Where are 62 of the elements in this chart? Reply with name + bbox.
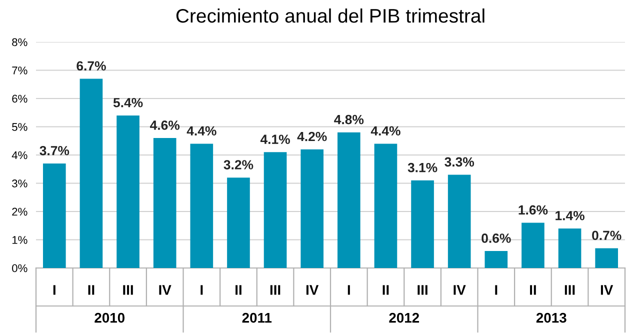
data-label: 4.4% <box>370 126 400 136</box>
bar <box>411 180 434 268</box>
bar <box>80 78 103 268</box>
data-label: 1.6% <box>518 205 548 215</box>
y-tick-label: 1% <box>12 236 28 244</box>
y-tick-label: 6% <box>12 94 28 103</box>
x-tick-label: II <box>236 285 242 295</box>
bar <box>116 115 140 268</box>
y-tick-label: 8% <box>12 38 28 46</box>
bar <box>153 138 176 268</box>
y-tick-label: 3% <box>12 180 28 188</box>
data-label: 4.2% <box>297 132 327 142</box>
x-tick-label: I <box>200 285 203 295</box>
bar <box>522 222 544 268</box>
x-tick-label: IV <box>159 285 172 295</box>
bar <box>300 149 324 268</box>
data-label: 4.8% <box>334 114 364 124</box>
x-tick-label: III <box>270 285 280 295</box>
x-tick-label: I <box>348 285 350 295</box>
bar <box>227 178 250 268</box>
data-label: 0.7% <box>592 230 622 240</box>
x-tick-label: III <box>418 285 428 295</box>
bar <box>595 248 618 268</box>
bar <box>42 163 66 268</box>
bar <box>264 152 287 268</box>
y-tick-label: 7% <box>12 66 28 74</box>
bar <box>374 144 398 268</box>
data-label: 4.6% <box>150 120 180 130</box>
y-tick-label: 4% <box>12 151 28 160</box>
data-label: 4.1% <box>260 134 290 144</box>
text: 2011 <box>242 312 272 323</box>
y-tick-label: 2% <box>12 208 28 216</box>
y-tick-label: 0% <box>12 264 28 272</box>
chart-title: Crecimiento anual del PIB trimestral <box>176 8 484 23</box>
data-label: 5.4% <box>113 98 143 108</box>
x-tick-label: II <box>382 285 389 295</box>
x-tick-label: IV <box>454 285 466 295</box>
x-tick-label: I <box>495 285 498 295</box>
data-label: 3.3% <box>444 157 474 167</box>
bar <box>558 228 582 268</box>
data-label: 4.4% <box>186 126 216 136</box>
text: 2013 <box>536 312 566 323</box>
x-tick-label: III <box>564 285 575 295</box>
bar <box>448 174 471 268</box>
bar <box>190 144 214 268</box>
x-tick-label: II <box>530 285 536 295</box>
text: 2010 <box>94 312 125 323</box>
bar <box>337 132 360 268</box>
data-label: 3.1% <box>408 162 438 172</box>
data-label: 6.7% <box>76 61 106 71</box>
y-tick-label: 5% <box>12 123 28 131</box>
data-label: 3.7% <box>40 146 70 156</box>
x-tick-label: IV <box>600 285 614 295</box>
x-tick-label: IV <box>306 285 319 295</box>
bar <box>484 251 508 268</box>
data-label: 1.4% <box>556 210 584 220</box>
data-label: 3.2% <box>224 160 254 170</box>
data-label: 0.6% <box>482 234 511 243</box>
x-tick-label: I <box>53 285 56 295</box>
x-tick-label: II <box>88 285 94 295</box>
text: 2012 <box>389 312 420 323</box>
x-tick-label: III <box>123 285 133 295</box>
